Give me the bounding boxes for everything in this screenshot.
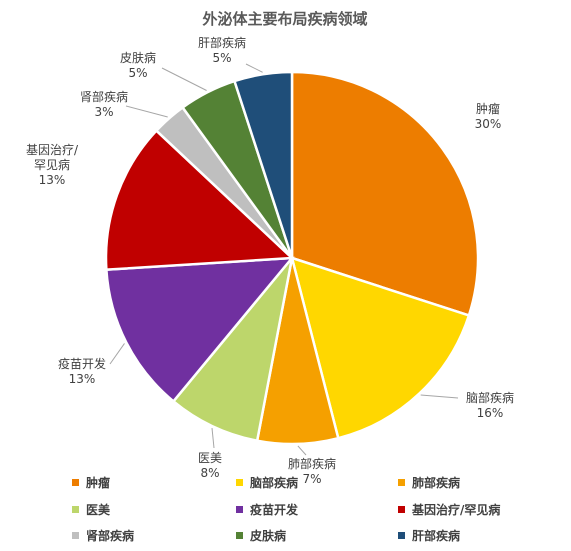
leader-line: [420, 394, 459, 399]
slice-label: 医美 8%: [198, 451, 222, 480]
pie-slices: [104, 70, 480, 446]
legend-item: 肺部疾病: [398, 475, 460, 490]
leader-lines: [109, 63, 459, 456]
slice-label: 肝部疾病 5%: [198, 35, 246, 65]
pie-slice: [105, 256, 295, 404]
legend-swatch: [398, 506, 405, 513]
legend-label: 肿瘤: [86, 475, 110, 490]
leader-line: [211, 428, 215, 449]
legend-item: 疫苗开发: [236, 502, 299, 517]
legend-swatch: [398, 479, 405, 486]
legend-swatch: [72, 532, 79, 539]
legend-item: 肝部疾病: [398, 528, 460, 543]
slice-labels: 肿瘤 30% 脑部疾病 16% 肺部疾病 7% 医美 8% 疫苗开发 13% 基因治疗/罕见病 13%…: [26, 35, 514, 486]
legend-label: 肝部疾病: [412, 528, 460, 543]
legend-swatch: [72, 506, 79, 513]
chart-title: 外泌体主要布局疾病领域: [201, 10, 367, 28]
legend-label: 脑部疾病: [249, 475, 298, 490]
legend-swatch: [236, 506, 243, 513]
legend-label: 肾部疾病: [86, 528, 134, 543]
slice-label: 疫苗开发 13%: [58, 356, 106, 386]
leader-line: [297, 445, 307, 456]
leader-line: [109, 343, 125, 365]
legend-label: 医美: [86, 502, 111, 517]
pie-slice: [290, 70, 480, 318]
legend-item: 脑部疾病: [236, 475, 298, 490]
legend-swatch: [236, 532, 243, 539]
legend-item: 肾部疾病: [72, 528, 134, 543]
legend-label: 疫苗开发: [250, 502, 299, 517]
slice-label: 肾部疾病 3%: [80, 89, 128, 119]
slice-label: 肿瘤 30%: [475, 101, 502, 131]
legend-label: 皮肤病: [249, 528, 286, 543]
legend-swatch: [236, 479, 243, 486]
legend-item: 医美: [72, 502, 111, 517]
pie-slice: [290, 256, 471, 440]
pie-slice: [232, 70, 294, 259]
legend-swatch: [398, 532, 405, 539]
pie-slice: [104, 128, 295, 272]
legend-label: 肺部疾病: [412, 475, 460, 490]
legend-item: 基因治疗/罕见病: [398, 502, 500, 517]
leader-line: [125, 105, 168, 118]
slice-label: 基因治疗/罕见病 13%: [26, 143, 79, 187]
legend-item: 皮肤病: [236, 528, 286, 543]
pie-slice: [171, 257, 294, 443]
legend-swatch: [72, 479, 79, 486]
legend-item: 肿瘤: [72, 475, 110, 490]
leader-line: [245, 63, 263, 73]
slice-label: 皮肤病 5%: [120, 50, 156, 80]
leader-line: [161, 67, 207, 91]
legend-label: 基因治疗/罕见病: [411, 502, 500, 517]
slice-label: 肺部疾病 7%: [288, 456, 336, 486]
slice-label: 脑部疾病 16%: [466, 390, 514, 420]
